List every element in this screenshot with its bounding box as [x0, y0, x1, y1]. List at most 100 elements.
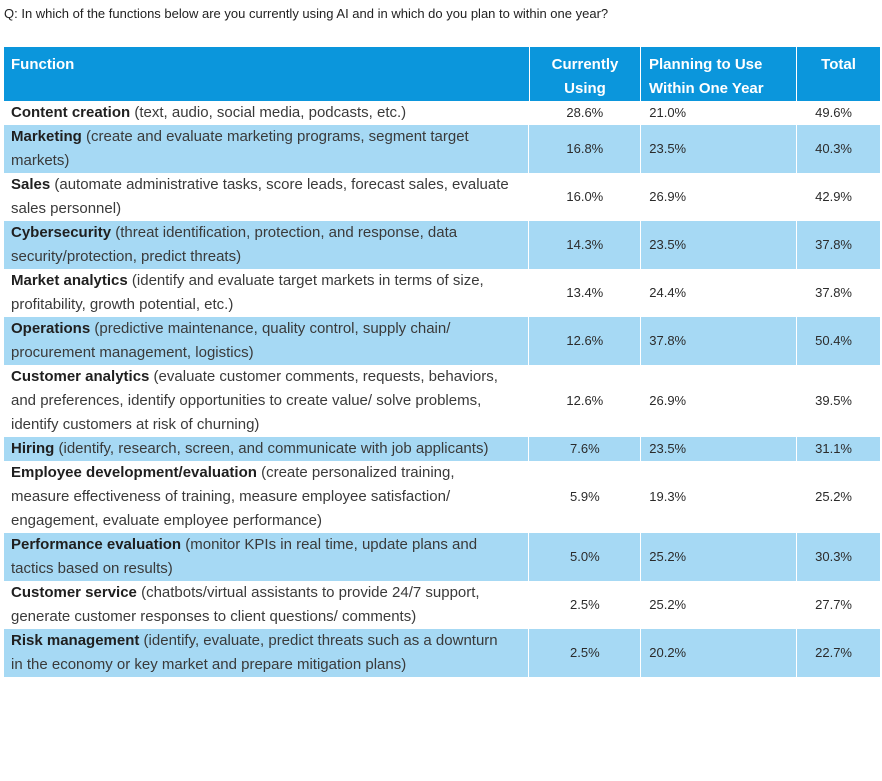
planning-cell: 23.5%	[640, 221, 796, 269]
planning-value: 26.9%	[649, 189, 687, 204]
currently-using-value: 16.8%	[566, 141, 604, 156]
planning-value: 21.0%	[649, 105, 687, 120]
function-cell: Sales (automate administrative tasks, sc…	[4, 173, 528, 221]
header-currently-using: Currently Using	[529, 47, 640, 101]
total-cell: 31.1%	[796, 437, 880, 461]
function-description: (predictive maintenance, quality control…	[11, 320, 451, 361]
function-description: (identify, research, screen, and communi…	[54, 440, 489, 457]
currently-using-cell: 5.9%	[528, 461, 640, 533]
function-cell: Employee development/evaluation (create …	[4, 461, 528, 533]
total-value: 40.3%	[815, 141, 852, 156]
table-body: Content creation (text, audio, social me…	[4, 101, 880, 677]
currently-using-cell: 16.0%	[528, 173, 640, 221]
planning-value: 26.9%	[649, 393, 687, 408]
table-row: Performance evaluation (monitor KPIs in …	[4, 533, 880, 581]
total-value: 39.5%	[815, 393, 852, 408]
table-row: Risk management (identify, evaluate, pre…	[4, 629, 880, 677]
currently-using-value: 16.0%	[566, 189, 604, 204]
header-currently-line2: Using	[564, 80, 606, 97]
function-cell: Customer service (chatbots/virtual assis…	[4, 581, 528, 629]
total-value: 37.8%	[815, 237, 852, 252]
function-name: Sales	[11, 176, 51, 193]
table-row: Sales (automate administrative tasks, sc…	[4, 173, 880, 221]
currently-using-cell: 28.6%	[528, 101, 640, 125]
planning-cell: 26.9%	[640, 365, 796, 437]
table-row: Operations (predictive maintenance, qual…	[4, 317, 880, 365]
function-name: Customer service	[11, 584, 137, 601]
header-planning-line1: Planning to Use	[649, 56, 763, 73]
total-value: 22.7%	[815, 645, 852, 660]
total-value: 27.7%	[815, 597, 852, 612]
total-cell: 50.4%	[796, 317, 880, 365]
total-value: 31.1%	[815, 441, 852, 456]
planning-cell: 24.4%	[640, 269, 796, 317]
total-cell: 39.5%	[796, 365, 880, 437]
total-cell: 37.8%	[796, 269, 880, 317]
function-name: Content creation	[11, 104, 131, 121]
function-cell: Customer analytics (evaluate customer co…	[4, 365, 528, 437]
function-name: Customer analytics	[11, 368, 150, 385]
function-name: Marketing	[11, 128, 82, 145]
currently-using-value: 2.5%	[570, 597, 600, 612]
total-value: 30.3%	[815, 549, 852, 564]
table-row: Hiring (identify, research, screen, and …	[4, 437, 880, 461]
planning-value: 25.2%	[649, 549, 687, 564]
header-planning-line2: Within One Year	[649, 80, 764, 97]
currently-using-cell: 12.6%	[528, 365, 640, 437]
function-cell: Performance evaluation (monitor KPIs in …	[4, 533, 528, 581]
currently-using-value: 5.0%	[570, 549, 600, 564]
function-cell: Cybersecurity (threat identification, pr…	[4, 221, 528, 269]
total-cell: 42.9%	[796, 173, 880, 221]
function-description: (chatbots/virtual assistants to provide …	[11, 584, 480, 625]
function-description: (text, audio, social media, podcasts, et…	[130, 104, 407, 121]
currently-using-cell: 14.3%	[528, 221, 640, 269]
total-cell: 25.2%	[796, 461, 880, 533]
currently-using-cell: 13.4%	[528, 269, 640, 317]
function-cell: Risk management (identify, evaluate, pre…	[4, 629, 528, 677]
table-row: Marketing (create and evaluate marketing…	[4, 125, 880, 173]
table-row: Customer analytics (evaluate customer co…	[4, 365, 880, 437]
planning-value: 19.3%	[649, 489, 687, 504]
header-planning: Planning to Use Within One Year	[640, 47, 796, 101]
currently-using-value: 5.9%	[570, 489, 600, 504]
total-cell: 22.7%	[796, 629, 880, 677]
planning-cell: 23.5%	[640, 437, 796, 461]
header-currently-line1: Currently	[551, 56, 619, 73]
planning-cell: 19.3%	[640, 461, 796, 533]
planning-value: 23.5%	[649, 141, 687, 156]
total-cell: 37.8%	[796, 221, 880, 269]
currently-using-value: 12.6%	[566, 333, 604, 348]
total-value: 50.4%	[815, 333, 852, 348]
currently-using-cell: 7.6%	[528, 437, 640, 461]
function-cell: Content creation (text, audio, social me…	[4, 101, 528, 125]
function-description: (identify and evaluate target markets in…	[11, 272, 484, 313]
total-cell: 49.6%	[796, 101, 880, 125]
table-row: Market analytics (identify and evaluate …	[4, 269, 880, 317]
question-text: Q: In which of the functions below are y…	[4, 6, 609, 21]
currently-using-cell: 5.0%	[528, 533, 640, 581]
currently-using-value: 12.6%	[566, 393, 604, 408]
planning-cell: 21.0%	[640, 101, 796, 125]
table-row: Cybersecurity (threat identification, pr…	[4, 221, 880, 269]
planning-value: 37.8%	[649, 333, 687, 348]
function-name: Risk management	[11, 632, 140, 649]
planning-cell: 37.8%	[640, 317, 796, 365]
function-description: (threat identification, protection, and …	[11, 224, 458, 265]
total-value: 25.2%	[815, 489, 852, 504]
planning-cell: 25.2%	[640, 581, 796, 629]
header-function: Function	[11, 56, 75, 73]
planning-cell: 23.5%	[640, 125, 796, 173]
currently-using-value: 2.5%	[570, 645, 600, 660]
currently-using-value: 28.6%	[566, 105, 604, 120]
total-cell: 40.3%	[796, 125, 880, 173]
planning-value: 20.2%	[649, 645, 687, 660]
currently-using-cell: 2.5%	[528, 629, 640, 677]
function-name: Employee development/evaluation	[11, 464, 257, 481]
total-value: 42.9%	[815, 189, 852, 204]
total-cell: 27.7%	[796, 581, 880, 629]
table-header: Function Currently Using Planning to Use…	[4, 47, 880, 101]
currently-using-value: 14.3%	[566, 237, 604, 252]
function-name: Cybersecurity	[11, 224, 112, 241]
function-description: (automate administrative tasks, score le…	[11, 176, 509, 217]
function-cell: Operations (predictive maintenance, qual…	[4, 317, 528, 365]
